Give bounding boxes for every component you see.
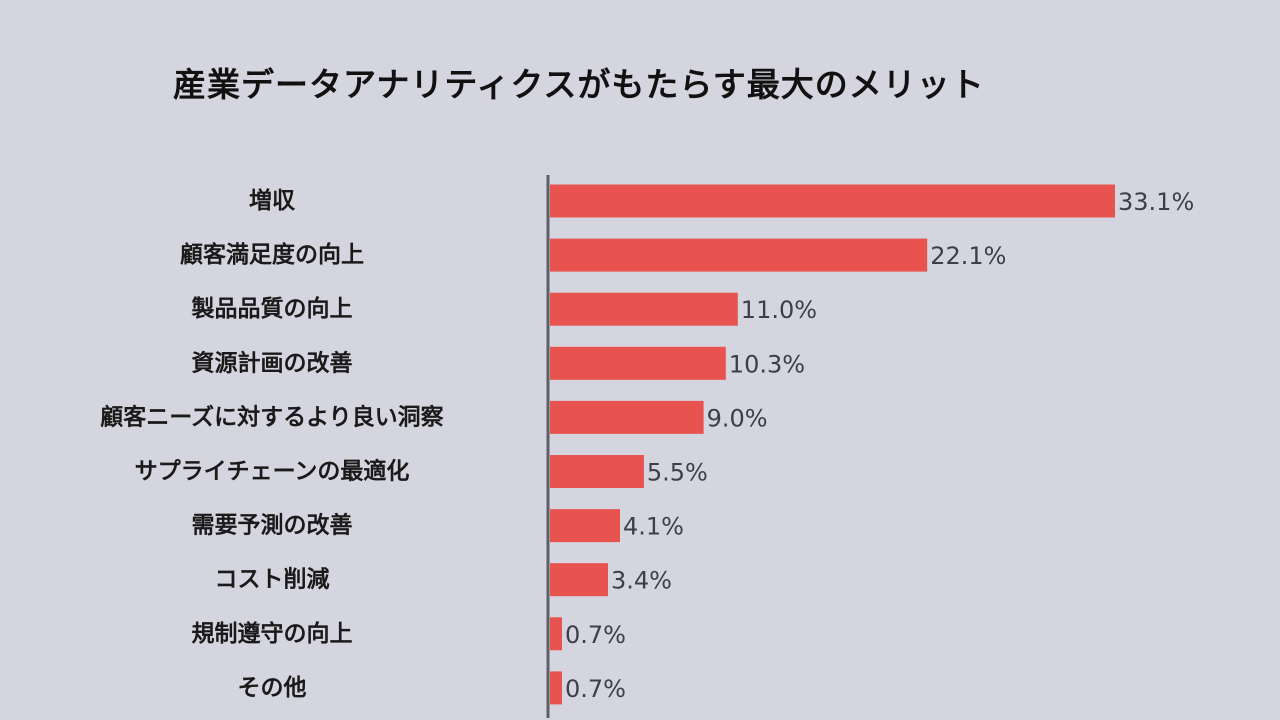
value-label-4: 9.0%: [707, 404, 768, 432]
bar-8: [550, 617, 562, 651]
bar-5: [550, 455, 644, 488]
bar-0: [550, 184, 1115, 218]
value-label-3: 10.3%: [729, 350, 805, 378]
category-label-5: サプライチェーンの最適化: [135, 458, 410, 485]
bar-7: [550, 563, 608, 597]
category-label-8: 規制遵守の向上: [192, 620, 353, 647]
bar-2: [550, 292, 738, 326]
bar-3: [550, 346, 726, 380]
bar-6: [550, 509, 620, 543]
value-label-0: 33.1%: [1118, 188, 1194, 216]
category-label-7: コスト削減: [215, 567, 330, 593]
category-label-2: 製品品質の向上: [191, 295, 353, 322]
category-label-6: 需要予測の改善: [192, 512, 353, 539]
value-label-6: 4.1%: [623, 513, 684, 541]
bars-layer: [550, 184, 1115, 705]
bar-1: [550, 238, 928, 272]
bar-9: [550, 671, 562, 705]
value-label-5: 5.5%: [647, 459, 708, 487]
chart-title: 産業データアナリティクスがもたらす最大のメリット: [173, 65, 985, 104]
bar-4: [550, 400, 704, 434]
value-label-8: 0.7%: [565, 621, 626, 649]
value-label-9: 0.7%: [565, 675, 626, 703]
value-label-2: 11.0%: [741, 296, 817, 324]
value-label-7: 3.4%: [611, 567, 672, 595]
category-labels: 増収顧客満足度の向上製品品質の向上資源計画の改善顧客ニーズに対するより良い洞察サ…: [100, 187, 444, 701]
value-labels: 33.1% 22.1% 11.0% 10.3% 9.0% 5.5% 4.1% 3.4% 0.7%…: [565, 188, 1194, 703]
category-label-9: その他: [238, 675, 307, 701]
category-label-0: 増収: [249, 187, 296, 214]
category-label-4: 顧客ニーズに対するより良い洞察: [100, 403, 444, 430]
category-label-3: 資源計画の改善: [192, 349, 353, 376]
category-label-1: 顧客満足度の向上: [180, 241, 364, 268]
value-label-1: 22.1%: [930, 242, 1006, 270]
